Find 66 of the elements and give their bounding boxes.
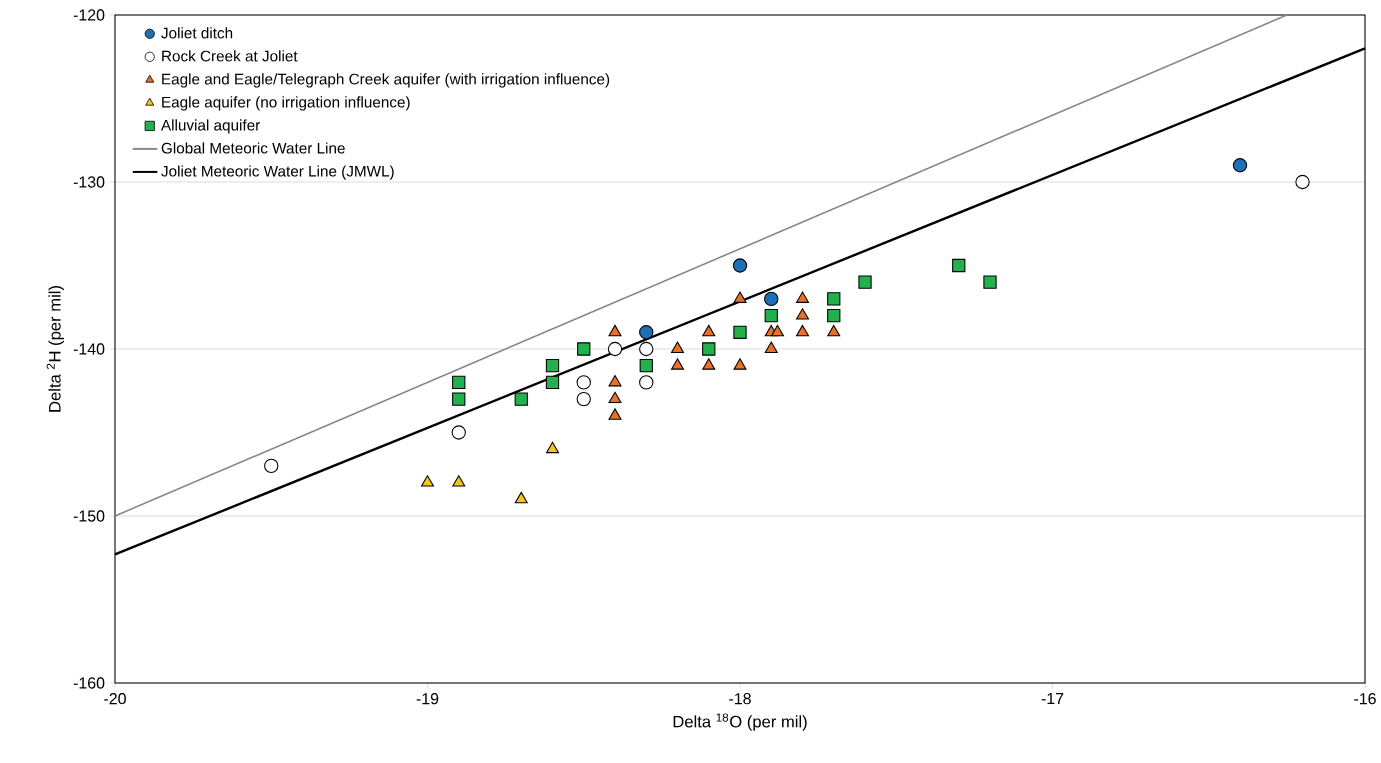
point bbox=[771, 324, 785, 337]
point bbox=[702, 324, 716, 337]
point bbox=[827, 324, 841, 337]
point bbox=[983, 275, 997, 289]
legend-label: Joliet Meteoric Water Line (JMWL) bbox=[161, 165, 394, 180]
point bbox=[764, 341, 778, 353]
legend-label: Global Meteoric Water Line bbox=[161, 142, 345, 154]
point bbox=[827, 292, 841, 306]
point bbox=[577, 342, 591, 356]
y-tick-label: -160 bbox=[73, 677, 105, 689]
point bbox=[608, 391, 622, 404]
point bbox=[827, 308, 841, 323]
x-axis-title: Delta $^{18}$O (per mil) bbox=[673, 713, 807, 731]
legend-label: Eagle aquifer (no irrigation influence) bbox=[162, 96, 410, 111]
point bbox=[639, 359, 653, 373]
y-tick-label: -130 bbox=[73, 176, 105, 188]
point bbox=[952, 258, 966, 273]
point bbox=[576, 375, 591, 390]
point bbox=[451, 425, 466, 440]
point bbox=[639, 341, 654, 357]
point bbox=[607, 341, 623, 357]
legend-label: Joliet ditch bbox=[161, 27, 233, 39]
point bbox=[858, 275, 872, 289]
point bbox=[452, 475, 466, 487]
x-tick-label: -20 bbox=[104, 693, 126, 705]
point bbox=[576, 391, 591, 407]
point bbox=[452, 375, 466, 390]
point bbox=[608, 374, 622, 387]
point bbox=[796, 291, 810, 303]
point bbox=[732, 258, 748, 273]
point bbox=[733, 358, 747, 370]
point bbox=[796, 308, 810, 320]
x-tick-label: -19 bbox=[416, 693, 439, 705]
point bbox=[733, 325, 747, 339]
point bbox=[1295, 174, 1310, 190]
point bbox=[764, 291, 779, 307]
point bbox=[639, 375, 654, 390]
point bbox=[452, 392, 466, 406]
point bbox=[514, 392, 528, 406]
point bbox=[420, 475, 435, 487]
point bbox=[1232, 158, 1248, 173]
point bbox=[671, 358, 685, 370]
x-tick-label: -18 bbox=[729, 693, 751, 705]
point bbox=[545, 359, 560, 373]
x-tick-label: -17 bbox=[1041, 693, 1064, 704]
y-tick-label: -120 bbox=[73, 9, 105, 21]
point bbox=[608, 408, 622, 420]
y-tick-label: -140 bbox=[73, 343, 105, 355]
point bbox=[764, 308, 778, 323]
legend-label: Rock Creek at Joliet bbox=[162, 50, 298, 62]
point bbox=[733, 291, 747, 303]
point bbox=[671, 341, 685, 353]
point bbox=[514, 491, 528, 504]
point bbox=[702, 358, 716, 370]
point bbox=[702, 342, 716, 356]
point bbox=[639, 325, 654, 340]
point bbox=[264, 458, 279, 474]
point bbox=[796, 324, 810, 337]
y-tick-label: -150 bbox=[73, 510, 105, 522]
point bbox=[546, 441, 560, 454]
legend-label: Eagle and Eagle/Telegraph Creek aquifer (with irrigation influence) bbox=[162, 73, 610, 88]
y-axis-title: Delta $^{2}$H (per mil) bbox=[46, 286, 64, 412]
legend-label: Alluvial aquifer bbox=[160, 119, 261, 134]
point bbox=[545, 375, 560, 390]
x-tick-label: -16 bbox=[1354, 693, 1376, 705]
point bbox=[608, 324, 622, 337]
